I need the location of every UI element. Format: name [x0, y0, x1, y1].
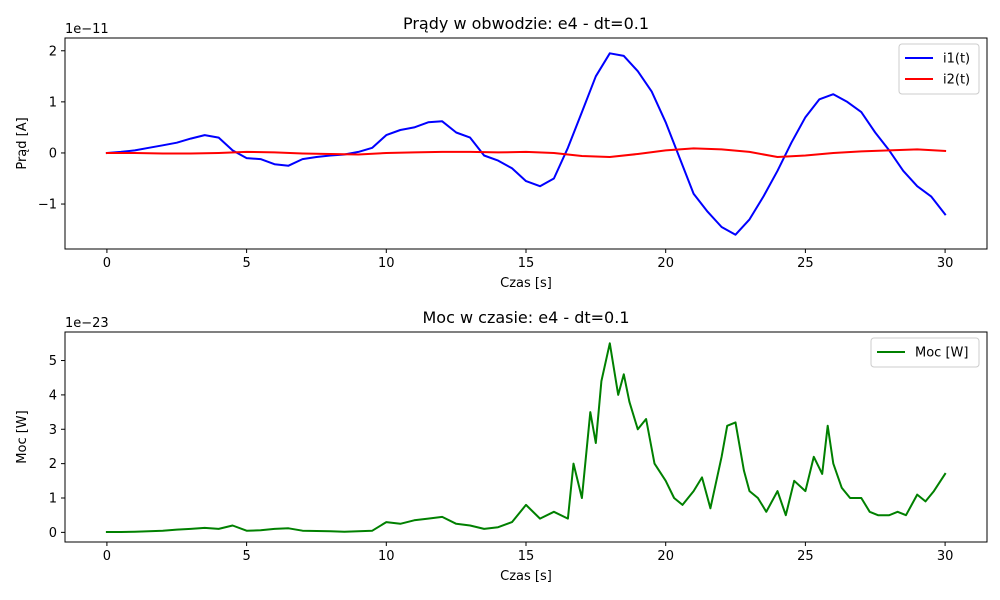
series-group: [105, 52, 947, 236]
y-tick-label: 3: [49, 423, 57, 438]
y-tick-label: 0: [49, 526, 57, 541]
x-tick-label: 5: [242, 549, 250, 564]
x-tick-label: 10: [378, 549, 395, 564]
y-tick-label: 1: [49, 95, 57, 110]
axes-frame: [64, 37, 988, 250]
chart-panel-1: Prądy w obwodzie: e4 - dt=0.10 5 10 15 20 25 3…: [15, 14, 988, 291]
y-tick-label: −1: [38, 198, 57, 213]
axis-offset-text: 1e−11: [65, 22, 109, 37]
series-group: [105, 342, 947, 533]
x-tick-label: 20: [657, 256, 674, 271]
y-tick-label: 4: [49, 388, 57, 403]
y-tick-label: 1: [49, 492, 57, 507]
axes-frame: [64, 331, 988, 543]
axis-offset-text: 1e−23: [65, 316, 109, 331]
chart-title: Moc w czasie: e4 - dt=0.1: [423, 308, 630, 327]
y-axis-label: Prąd [A]: [15, 117, 30, 169]
legend-box: [898, 43, 980, 95]
x-tick-label: 15: [518, 256, 535, 271]
series-line-1: [105, 52, 947, 236]
x-tick-label: 0: [103, 256, 111, 271]
x-axis-label: Czas [s]: [500, 276, 552, 291]
y-tick-label: 0: [49, 146, 57, 161]
x-axis-label: Czas [s]: [500, 569, 552, 584]
x-tick-label: 25: [797, 549, 814, 564]
x-tick-label: 15: [518, 549, 535, 564]
legend: Moc [W]: [870, 337, 980, 368]
chart-panel-2: Moc w czasie: e4 - dt=0.10 5 10 15 20 25 30012…: [15, 308, 988, 584]
series-line-2: [105, 147, 947, 158]
x-tick-label: 0: [103, 549, 111, 564]
legend: i1(t) i2(t): [898, 43, 980, 95]
x-tick-label: 30: [937, 549, 954, 564]
x-tick-label: 30: [937, 256, 954, 271]
y-tick-label: 2: [49, 44, 57, 59]
y-tick-label: 5: [49, 354, 57, 369]
legend-label-1: Moc [W]: [915, 346, 968, 361]
y-axis-label: Moc [W]: [15, 410, 30, 463]
legend-label-2: i2(t): [943, 73, 970, 88]
x-tick-label: 5: [242, 256, 250, 271]
x-tick-label: 25: [797, 256, 814, 271]
legend-box: [870, 337, 980, 368]
x-tick-label: 20: [657, 549, 674, 564]
chart-title: Prądy w obwodzie: e4 - dt=0.1: [403, 14, 649, 33]
x-tick-label: 10: [378, 256, 395, 271]
y-tick-label: 2: [49, 457, 57, 472]
series-line-1: [105, 342, 947, 533]
legend-label-1: i1(t): [943, 52, 970, 67]
